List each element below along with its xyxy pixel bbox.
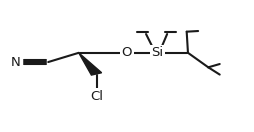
Text: Si: Si xyxy=(151,46,164,59)
Text: O: O xyxy=(122,46,132,59)
Text: N: N xyxy=(10,56,20,69)
Polygon shape xyxy=(79,53,102,75)
Text: Cl: Cl xyxy=(90,90,103,103)
